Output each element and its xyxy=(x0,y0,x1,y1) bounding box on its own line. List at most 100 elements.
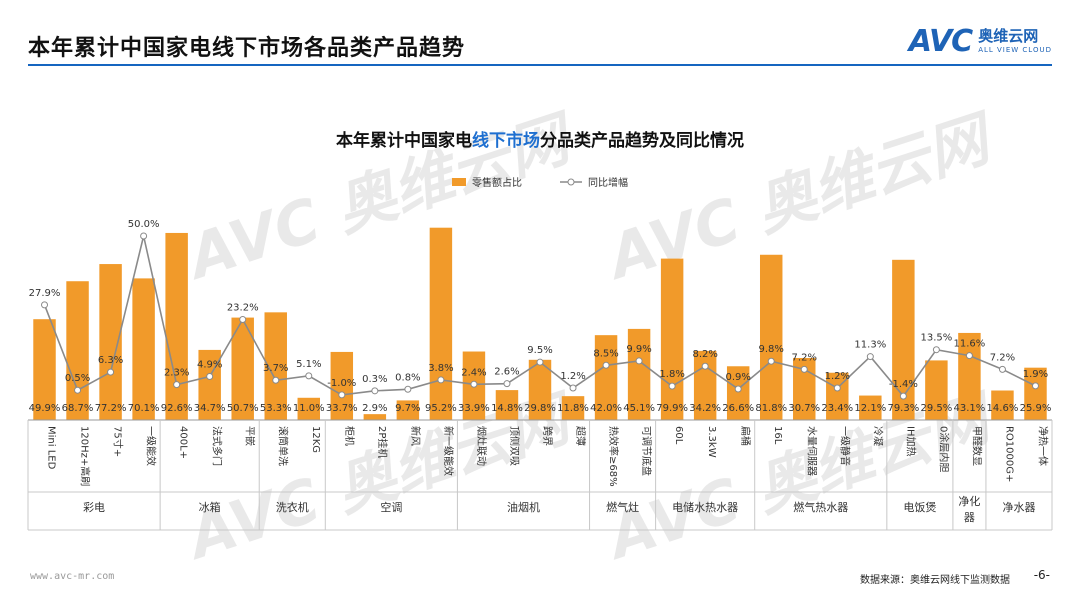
bar xyxy=(363,414,387,420)
bar xyxy=(660,258,684,420)
group-label: 彩电 xyxy=(83,501,105,514)
line-data-label: 0.3% xyxy=(362,374,387,385)
category-label: 净热一体 xyxy=(1036,426,1049,466)
line-point xyxy=(74,386,82,394)
logo-text: 奥维云网 ALL VIEW CLOUD xyxy=(978,29,1052,54)
line-point xyxy=(635,357,643,365)
line-point xyxy=(800,365,808,373)
line-data-label: 6.3% xyxy=(98,355,123,366)
legend-line-swatch xyxy=(560,178,582,185)
bar-data-label: 29.5% xyxy=(920,403,952,414)
line-point xyxy=(536,358,544,366)
bar xyxy=(330,351,354,420)
bar xyxy=(759,254,783,420)
line-point xyxy=(206,373,214,381)
bar xyxy=(1024,367,1047,420)
bar xyxy=(693,350,717,420)
bar-data-label: 9.7% xyxy=(395,403,420,414)
bar xyxy=(165,232,188,420)
bar-data-label: 11.0% xyxy=(293,403,325,414)
category-label: 0涂层内胆 xyxy=(937,426,950,472)
group-label: 电饭煲 xyxy=(903,501,936,514)
bar-data-label: 68.7% xyxy=(62,403,94,414)
bar-data-label: 42.0% xyxy=(590,403,622,414)
category-label: 滚筒单洗 xyxy=(277,426,290,466)
group-label: 冰箱 xyxy=(199,500,221,514)
line-point xyxy=(239,315,247,323)
bar-data-label: 81.8% xyxy=(755,403,787,414)
line-data-label: 23.2% xyxy=(227,302,259,313)
line-point xyxy=(305,372,313,380)
bar xyxy=(99,264,122,420)
bar-data-label: 53.3% xyxy=(260,403,292,414)
line-point xyxy=(1031,382,1039,390)
category-label: 120Hz+高刷 xyxy=(79,426,92,486)
line-data-label: 1.2% xyxy=(560,371,585,382)
line-data-label: 0.5% xyxy=(65,373,90,384)
bar-data-label: 70.1% xyxy=(128,403,160,414)
bar-data-label: 50.7% xyxy=(227,403,259,414)
bar-data-label: 25.9% xyxy=(1020,403,1052,414)
line-data-label: 7.2% xyxy=(990,352,1015,363)
bar xyxy=(561,396,585,420)
line-data-label: 13.5% xyxy=(920,333,952,344)
logo-mark: AVC xyxy=(908,24,973,59)
bar xyxy=(892,259,915,420)
line-data-label: 9.8% xyxy=(759,344,784,355)
bar-data-label: 79.3% xyxy=(887,403,919,414)
line-point xyxy=(41,301,49,309)
line-data-label: 11.6% xyxy=(954,339,986,350)
line-point xyxy=(701,362,709,370)
group-label: 净水器 xyxy=(1002,500,1035,514)
line-point xyxy=(470,380,478,388)
line-data-label: 1.2% xyxy=(825,371,850,382)
line-data-label: 5.1% xyxy=(296,359,321,370)
avc-logo: AVC 奥维云网 ALL VIEW CLOUD xyxy=(909,24,1052,59)
bar-data-label: 11.8% xyxy=(557,403,589,414)
bar xyxy=(33,319,56,420)
line-data-label: 0.9% xyxy=(725,372,750,383)
line-data-label: 9.9% xyxy=(626,344,651,355)
category-label: 新一级能效 xyxy=(442,426,455,476)
line-data-label: 2.3% xyxy=(164,368,189,379)
category-label: 甲醛数显 xyxy=(970,426,983,466)
chart-title-highlight: 线下市场 xyxy=(472,131,540,151)
website-url: www.avc-mr.com xyxy=(30,571,115,582)
category-label: 烟灶联动 xyxy=(475,426,488,466)
bar xyxy=(793,357,816,420)
bar-data-label: 12.1% xyxy=(854,403,886,414)
category-label: 75寸+ xyxy=(112,426,125,457)
category-label: 水量伺服器 xyxy=(805,426,818,476)
category-label: 一级能效 xyxy=(145,426,158,466)
category-label: 新风 xyxy=(409,426,422,446)
group-label: 洗衣机 xyxy=(276,500,309,514)
category-label: 扁桶 xyxy=(739,426,752,446)
line-data-label: 2.6% xyxy=(494,367,519,378)
bar xyxy=(429,227,453,420)
bar xyxy=(264,312,287,420)
bar-data-label: 33.9% xyxy=(458,403,490,414)
bar-data-label: 30.7% xyxy=(788,403,820,414)
line-point xyxy=(998,365,1006,373)
bar-data-label: 34.2% xyxy=(689,403,721,414)
legend-item-line: 同比增幅 xyxy=(560,174,628,189)
line-point xyxy=(272,376,280,384)
line-point xyxy=(140,232,148,240)
line-point xyxy=(602,361,610,369)
line-point xyxy=(833,384,841,392)
line-data-label: 27.9% xyxy=(29,288,61,299)
category-label: 顶侧双吸 xyxy=(508,426,521,466)
category-label: 60L xyxy=(673,426,684,445)
bar xyxy=(859,395,882,420)
category-label: IH加热 xyxy=(904,426,917,456)
page-number: -6- xyxy=(1033,568,1050,582)
bar-data-label: 43.1% xyxy=(954,403,986,414)
category-label: 16L xyxy=(772,426,783,445)
line-point xyxy=(503,380,511,388)
legend-bar-label: 零售额占比 xyxy=(472,178,522,189)
line-data-label: 3.8% xyxy=(428,363,453,374)
line-data-label: 1.9% xyxy=(1023,369,1048,380)
line-data-label: 50.0% xyxy=(128,219,160,230)
page-title: 本年累计中国家电线下市场各品类产品趋势 xyxy=(28,36,466,61)
bar-data-label: 14.6% xyxy=(987,403,1019,414)
